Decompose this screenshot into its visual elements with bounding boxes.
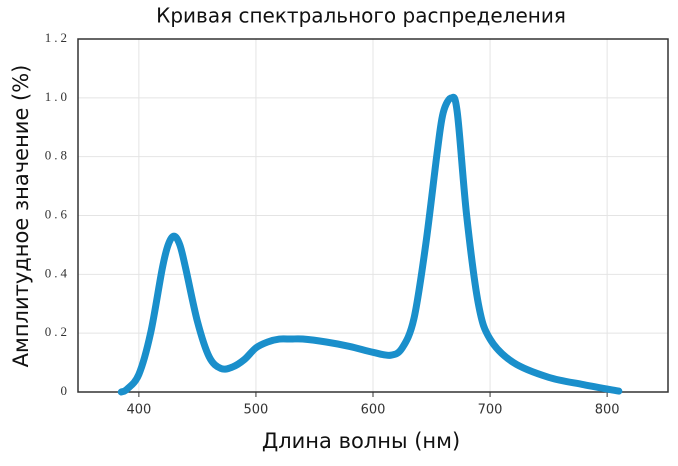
x-tick-label: 400 xyxy=(126,403,151,418)
spectrum-line xyxy=(117,93,623,396)
x-axis-label: Длина волны (нм) xyxy=(262,429,460,453)
grid xyxy=(78,38,668,393)
y-tick-label: 0.4 xyxy=(45,265,70,280)
y-tick-label: 0.6 xyxy=(45,206,70,221)
x-tick-label: 700 xyxy=(478,403,503,418)
y-tick-label: 0.2 xyxy=(45,324,70,339)
y-tick-label: 0.8 xyxy=(45,148,70,163)
chart-title: Кривая спектрального распределения xyxy=(156,4,566,28)
x-tick-label: 800 xyxy=(595,403,620,418)
y-tick-label: 1.2 xyxy=(45,30,70,45)
x-tick-label: 600 xyxy=(361,403,386,418)
y-tick-label: 1.0 xyxy=(45,89,70,104)
x-tick-label: 500 xyxy=(244,403,269,418)
y-tick-label: 0 xyxy=(61,383,71,398)
y-axis-label: Амплитудное значение (%) xyxy=(9,65,33,368)
